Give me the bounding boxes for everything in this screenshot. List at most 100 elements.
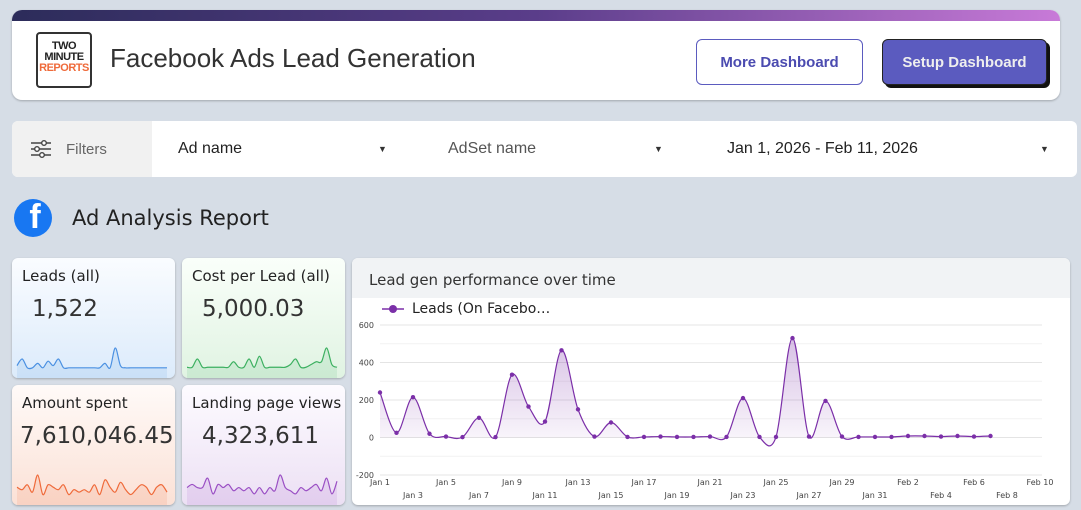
ad-name-label: Ad name — [178, 140, 243, 157]
data-point[interactable] — [641, 434, 647, 440]
x-tick-label: Jan 31 — [861, 491, 887, 500]
sparkline-area — [17, 347, 167, 378]
y-tick-label: 600 — [359, 321, 374, 330]
data-point[interactable] — [476, 415, 482, 421]
x-tick-label: Jan 17 — [630, 478, 656, 487]
data-point[interactable] — [790, 335, 795, 341]
y-tick-label: 200 — [359, 396, 374, 405]
x-tick-label: Feb 6 — [963, 478, 985, 487]
x-tick-label: Jan 23 — [729, 491, 755, 500]
caret-down-icon: ▼ — [378, 144, 387, 154]
kpi-value: 1,522 — [32, 296, 98, 322]
y-tick-label: 0 — [369, 434, 374, 443]
data-point[interactable] — [592, 434, 597, 439]
more-dashboard-button[interactable]: More Dashboard — [696, 39, 863, 85]
logo-line: REPORTS — [39, 62, 89, 74]
data-point[interactable] — [559, 348, 564, 353]
data-point[interactable] — [806, 434, 812, 439]
data-point[interactable] — [509, 372, 515, 377]
date-range-picker[interactable]: Jan 1, 2026 - Feb 11, 2026 ▼ — [727, 121, 1057, 177]
x-tick-label: Jan 27 — [795, 491, 821, 500]
sliders-icon — [31, 140, 51, 158]
kpi-label: Leads (all) — [22, 267, 100, 285]
two-minute-reports-logo: TWO MINUTE REPORTS — [36, 32, 92, 88]
x-tick-label: Jan 25 — [762, 478, 788, 487]
y-tick-label: -200 — [356, 471, 374, 480]
x-tick-label: Feb 10 — [1027, 478, 1054, 487]
filters-button[interactable]: Filters — [12, 121, 152, 177]
kpi-card-amount-spent: Amount spent 7,610,046.45 — [12, 385, 175, 505]
kpi-value: 4,323,611 — [202, 423, 320, 449]
x-tick-label: Jan 15 — [597, 491, 623, 500]
data-point[interactable] — [526, 404, 531, 409]
filters-label: Filters — [66, 140, 107, 158]
data-point[interactable] — [971, 434, 977, 439]
series-line — [379, 337, 991, 447]
data-point[interactable] — [608, 420, 614, 425]
kpi-value: 5,000.03 — [202, 296, 305, 322]
data-point[interactable] — [460, 434, 465, 440]
x-tick-label: Jan 21 — [696, 478, 722, 487]
header: TWO MINUTE REPORTS Facebook Ads Lead Gen… — [12, 10, 1060, 100]
kpi-label: Landing page views — [192, 394, 342, 412]
kpi-card-cost-per-lead: Cost per Lead (all) 5,000.03 — [182, 258, 345, 378]
data-point[interactable] — [427, 431, 432, 436]
data-point[interactable] — [542, 419, 548, 424]
data-point[interactable] — [658, 434, 663, 439]
sparkline — [186, 474, 338, 505]
filter-bar: Filters Ad name ▼ AdSet name ▼ Jan 1, 2026… — [12, 121, 1077, 177]
x-tick-label: Jan 29 — [828, 478, 854, 487]
y-tick-label: 400 — [359, 359, 374, 368]
series-area — [380, 338, 991, 446]
data-point[interactable] — [938, 434, 944, 439]
legend-marker-icon — [382, 305, 404, 313]
data-point[interactable] — [872, 434, 878, 440]
sparkline-line — [16, 347, 167, 370]
data-point[interactable] — [724, 434, 729, 440]
sparkline-area — [187, 474, 337, 505]
chart-title: Lead gen performance over time — [352, 258, 1070, 298]
data-point[interactable] — [889, 434, 894, 440]
sparkline-area — [187, 347, 337, 378]
data-point[interactable] — [905, 433, 911, 439]
x-tick-label: Feb 8 — [996, 491, 1018, 500]
data-point[interactable] — [377, 390, 383, 395]
data-point[interactable] — [625, 434, 630, 440]
data-point[interactable] — [955, 433, 960, 439]
kpi-label: Amount spent — [22, 394, 128, 412]
data-point[interactable] — [410, 394, 416, 400]
x-tick-label: Jan 5 — [435, 478, 456, 487]
data-point[interactable] — [856, 434, 861, 440]
data-point[interactable] — [394, 430, 399, 436]
data-point[interactable] — [773, 434, 779, 440]
data-point[interactable] — [839, 434, 845, 439]
caret-down-icon: ▼ — [654, 144, 663, 154]
sparkline-line — [16, 474, 168, 496]
data-point[interactable] — [707, 434, 713, 439]
sparkline — [16, 347, 167, 378]
date-range-label: Jan 1, 2026 - Feb 11, 2026 — [727, 140, 918, 157]
adset-name-dropdown[interactable]: AdSet name ▼ — [448, 121, 668, 177]
chart-legend[interactable]: Leads (On Facebo… — [382, 301, 550, 317]
x-tick-label: Jan 3 — [402, 491, 423, 500]
kpi-card-landing-page-views: Landing page views 4,323,611 — [182, 385, 345, 505]
setup-dashboard-button[interactable]: Setup Dashboard — [882, 39, 1047, 85]
section-header: f Ad Analysis Report — [14, 199, 269, 237]
data-point[interactable] — [922, 433, 927, 439]
data-point[interactable] — [575, 407, 581, 412]
sparkline — [186, 347, 338, 378]
ad-name-dropdown[interactable]: Ad name ▼ — [178, 121, 398, 177]
data-point[interactable] — [674, 434, 680, 440]
data-point[interactable] — [757, 434, 762, 440]
data-point[interactable] — [823, 398, 828, 404]
section-title: Ad Analysis Report — [72, 206, 269, 230]
data-point[interactable] — [740, 395, 746, 401]
x-tick-label: Jan 19 — [663, 491, 689, 500]
sparkline-line — [186, 474, 338, 495]
data-point[interactable] — [988, 433, 993, 439]
data-point[interactable] — [691, 434, 696, 440]
x-tick-label: Jan 9 — [501, 478, 522, 487]
data-point[interactable] — [493, 434, 498, 440]
data-point[interactable] — [443, 434, 449, 439]
